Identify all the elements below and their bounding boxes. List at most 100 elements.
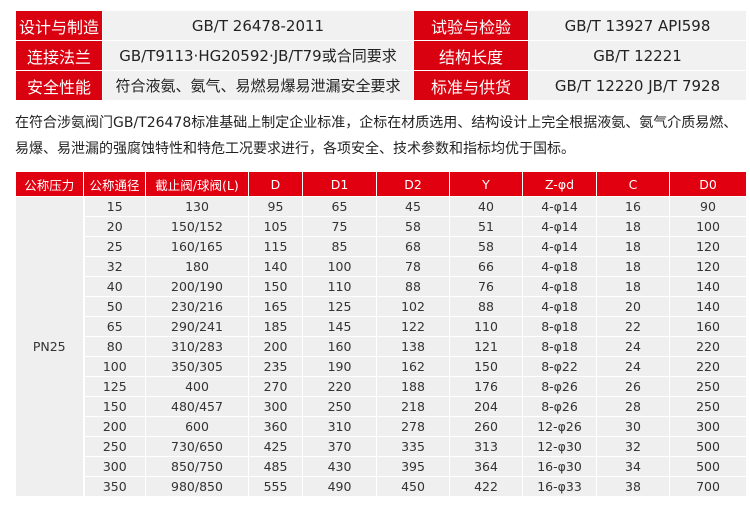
table-cell: 8-φ18 bbox=[522, 336, 597, 357]
table-row: 100 350/305 235 190 162 150 8-φ22 24 220 bbox=[16, 356, 747, 377]
table-cell: 34 bbox=[596, 456, 670, 477]
table-cell: 162 bbox=[376, 356, 450, 377]
table-cell: 150/152 bbox=[145, 216, 249, 237]
pressure-cell: PN25 bbox=[15, 196, 85, 497]
table-cell: 188 bbox=[376, 376, 450, 397]
table-cell: 110 bbox=[449, 316, 523, 337]
table-row: 125 400 270 220 188 176 8-φ26 26 250 bbox=[16, 376, 747, 397]
table-cell: 490 bbox=[302, 476, 377, 497]
table-row: 200 600 360 310 278 260 12-φ26 30 300 bbox=[16, 416, 747, 437]
table-row: 32 180 140 100 78 66 4-φ18 18 120 bbox=[16, 256, 747, 277]
spec-row: 安全性能 符合液氨、氨气、易燃易爆易泄漏安全要求 标准与供货 GB/T 12220 J… bbox=[15, 70, 747, 101]
spec-label: 连接法兰 bbox=[15, 40, 103, 71]
table-cell: 150 bbox=[449, 356, 523, 377]
column-header: 截止阀/球阀(L) bbox=[145, 172, 249, 197]
column-header: 公称压力 bbox=[15, 172, 84, 197]
table-row: 50 230/216 165 125 102 88 4-φ18 20 140 bbox=[16, 296, 747, 317]
table-cell: 115 bbox=[248, 236, 303, 257]
table-cell: 190 bbox=[302, 356, 377, 377]
table-cell: 24 bbox=[596, 336, 670, 357]
table-cell: 730/650 bbox=[145, 436, 249, 457]
table-cell: 80 bbox=[83, 336, 146, 357]
spec-value: GB/T9113·HG20592·JB/T79或合同要求 bbox=[102, 40, 414, 71]
table-cell: 150 bbox=[83, 396, 146, 417]
table-cell: 121 bbox=[449, 336, 523, 357]
table-cell: 364 bbox=[449, 456, 523, 477]
column-header: Z-φd bbox=[522, 172, 597, 197]
table-cell: 122 bbox=[376, 316, 450, 337]
table-cell: 200 bbox=[83, 416, 146, 437]
table-cell: 350 bbox=[83, 476, 146, 497]
spec-label: 试验与检验 bbox=[413, 10, 529, 41]
table-cell: 430 bbox=[302, 456, 377, 477]
table-cell: 200 bbox=[248, 336, 303, 357]
table-cell: 120 bbox=[669, 256, 747, 277]
table-cell: 165 bbox=[248, 296, 303, 317]
table-row: 25 160/165 115 85 68 58 4-φ14 18 120 bbox=[16, 236, 747, 257]
spec-row: 设计与制造 GB/T 26478-2011 试验与检验 GB/T 13927 API5… bbox=[15, 10, 747, 41]
table-row: 300 850/750 485 430 395 364 16-φ30 34 500 bbox=[16, 456, 747, 477]
table-cell: 18 bbox=[596, 216, 670, 237]
table-cell: 555 bbox=[248, 476, 303, 497]
table-cell: 220 bbox=[669, 336, 747, 357]
table-cell: 160/165 bbox=[145, 236, 249, 257]
table-cell: 600 bbox=[145, 416, 249, 437]
table-cell: 16-φ33 bbox=[522, 476, 597, 497]
table-cell: 88 bbox=[376, 276, 450, 297]
table-cell: 130 bbox=[145, 196, 249, 217]
table-cell: 95 bbox=[248, 196, 303, 217]
table-cell: 20 bbox=[83, 216, 146, 237]
table-cell: 250 bbox=[669, 376, 747, 397]
table-cell: 32 bbox=[83, 256, 146, 277]
table-cell: 18 bbox=[596, 276, 670, 297]
column-header: 公称通径 bbox=[83, 172, 146, 197]
table-cell: 38 bbox=[596, 476, 670, 497]
table-cell: 370 bbox=[302, 436, 377, 457]
table-cell: 250 bbox=[83, 436, 146, 457]
table-cell: 310 bbox=[302, 416, 377, 437]
table-cell: 40 bbox=[83, 276, 146, 297]
spec-label: 结构长度 bbox=[413, 40, 529, 71]
table-cell: 176 bbox=[449, 376, 523, 397]
table-cell: 25 bbox=[83, 236, 146, 257]
table-cell: 260 bbox=[449, 416, 523, 437]
table-cell: 18 bbox=[596, 236, 670, 257]
table-cell: 120 bbox=[669, 236, 747, 257]
table-row: 150 480/457 300 250 218 204 8-φ26 28 250 bbox=[16, 396, 747, 417]
table-cell: 8-φ26 bbox=[522, 396, 597, 417]
spec-value: GB/T 26478-2011 bbox=[102, 10, 414, 41]
table-cell: 85 bbox=[302, 236, 377, 257]
spec-value: 符合液氨、氨气、易燃易爆易泄漏安全要求 bbox=[102, 70, 414, 101]
table-row: PN25 15 130 95 65 45 40 4-φ14 16 90 bbox=[15, 196, 747, 497]
column-header: D bbox=[248, 172, 303, 197]
table-cell: 51 bbox=[449, 216, 523, 237]
table-cell: 4-φ14 bbox=[522, 196, 597, 217]
table-cell: 360 bbox=[248, 416, 303, 437]
table-cell: 20 bbox=[596, 296, 670, 317]
table-cell: 12-φ30 bbox=[522, 436, 597, 457]
table-cell: 12-φ26 bbox=[522, 416, 597, 437]
table-cell: 88 bbox=[449, 296, 523, 317]
table-cell: 75 bbox=[302, 216, 377, 237]
table-cell: 8-φ18 bbox=[522, 316, 597, 337]
table-cell: 700 bbox=[669, 476, 747, 497]
table-cell: 250 bbox=[669, 396, 747, 417]
table-cell: 270 bbox=[248, 376, 303, 397]
table-row: 40 200/190 150 110 88 76 4-φ18 18 140 bbox=[16, 276, 747, 297]
table-row: 250 730/650 425 370 335 313 12-φ30 32 500 bbox=[16, 436, 747, 457]
table-cell: 230/216 bbox=[145, 296, 249, 317]
spec-table: 设计与制造 GB/T 26478-2011 试验与检验 GB/T 13927 API5… bbox=[15, 10, 747, 101]
table-cell: 50 bbox=[83, 296, 146, 317]
table-row: 20 150/152 105 75 58 51 4-φ14 18 100 bbox=[16, 216, 747, 237]
table-cell: 278 bbox=[376, 416, 450, 437]
table-cell: 980/850 bbox=[145, 476, 249, 497]
table-cell: 145 bbox=[302, 316, 377, 337]
table-cell: 76 bbox=[449, 276, 523, 297]
table-cell: 218 bbox=[376, 396, 450, 417]
table-cell: 4-φ14 bbox=[522, 236, 597, 257]
table-cell: 32 bbox=[596, 436, 670, 457]
table-cell: 313 bbox=[449, 436, 523, 457]
column-header: D1 bbox=[302, 172, 377, 197]
column-header: C bbox=[596, 172, 670, 197]
table-cell: 480/457 bbox=[145, 396, 249, 417]
